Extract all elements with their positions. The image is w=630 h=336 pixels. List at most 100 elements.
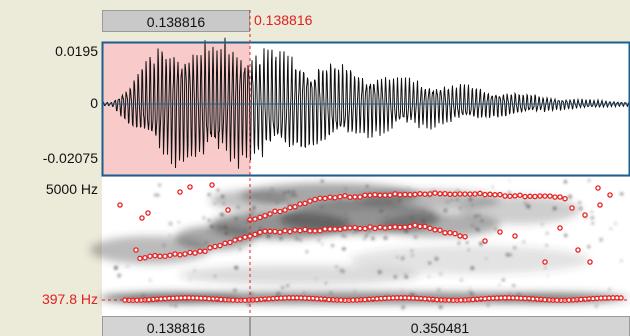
spectral-speckle [470, 224, 475, 228]
formant-point [492, 192, 498, 198]
spectral-speckle [445, 200, 449, 204]
spectral-speckle [401, 305, 406, 310]
formant-point [387, 192, 393, 198]
spectral-speckle [216, 188, 220, 192]
formant-point [618, 295, 624, 301]
formant-point [267, 211, 273, 217]
spectral-speckle [485, 257, 488, 260]
formant-point [282, 227, 288, 234]
formant-point [372, 191, 378, 198]
spectral-speckle [294, 236, 299, 241]
spectral-speckle [486, 303, 490, 307]
formant-point [407, 223, 413, 230]
spectral-speckle [619, 259, 623, 263]
formant-point [117, 202, 123, 208]
formant-point [157, 253, 163, 260]
spectral-speckle [343, 212, 348, 217]
spectral-speckle [564, 233, 568, 238]
formant-point [307, 228, 313, 234]
formant-point [257, 229, 263, 236]
formant-point [192, 250, 198, 256]
spectral-speckle [465, 241, 469, 244]
spectral-speckle [344, 187, 348, 191]
spectral-speckle [407, 186, 409, 188]
spectral-speckle [397, 198, 402, 203]
spectral-speckle [467, 248, 470, 252]
spectral-speckle [217, 198, 221, 202]
spectral-speckle [491, 185, 495, 189]
formant-point [432, 227, 438, 233]
formant-point [292, 227, 298, 233]
formant-point [412, 222, 418, 228]
spectral-speckle [329, 291, 333, 295]
spectral-speckle [295, 218, 298, 221]
selection-duration-box[interactable]: 0.138816 [102, 10, 250, 32]
spectral-speckle [126, 265, 130, 268]
spectral-speckle [428, 261, 432, 265]
formant-point [522, 193, 528, 200]
formant-point [452, 230, 458, 237]
formant-point [347, 194, 353, 201]
formant-point [377, 224, 383, 231]
formant-point [133, 247, 139, 253]
formant-point [397, 192, 403, 198]
formant-point [222, 240, 228, 247]
spectral-speckle [286, 284, 290, 288]
formant-point [607, 192, 613, 198]
spectral-speckle [252, 223, 254, 226]
spectral-speckle [590, 210, 593, 213]
spectral-speckle [459, 278, 464, 282]
spectral-speckle [513, 246, 517, 250]
formant-point [162, 253, 168, 259]
amplitude-zero-label: 0 [90, 95, 98, 111]
spectral-speckle [421, 219, 426, 224]
formant-point [532, 193, 538, 200]
spectral-speckle [345, 218, 348, 221]
formant-point [437, 227, 443, 233]
spectral-speckle [469, 287, 472, 290]
spectral-speckle [316, 238, 321, 243]
spectral-speckle [388, 201, 391, 204]
formant-point [502, 193, 508, 199]
formant-point [497, 191, 503, 198]
spectral-speckle [294, 194, 297, 197]
spectral-speckle [578, 201, 581, 204]
energy-region [210, 190, 290, 210]
formant-point [172, 251, 178, 257]
spectral-speckle [290, 193, 294, 197]
formant-point [547, 193, 553, 199]
formant-point [287, 228, 293, 235]
formant-point [417, 223, 423, 230]
formant-point [482, 238, 488, 244]
bottom-selection-box[interactable]: 0.138816 [102, 316, 250, 336]
formant-point [207, 245, 213, 251]
spectral-speckle [222, 201, 226, 205]
spectral-speckle [177, 221, 180, 224]
bottom-remaining-box[interactable]: 0.350481 [250, 316, 630, 336]
formant-point [232, 237, 238, 243]
spectral-speckle [470, 266, 475, 271]
spectral-speckle [283, 222, 286, 226]
spectral-speckle [473, 214, 478, 219]
formant-point [487, 191, 493, 198]
spectral-speckle [193, 268, 196, 272]
formant-point [267, 228, 273, 235]
spectral-speckle [276, 291, 281, 296]
spectral-speckle [338, 199, 342, 202]
formant-point [317, 195, 323, 201]
spectral-speckle [619, 192, 624, 196]
formant-point [182, 251, 188, 257]
spectral-speckle [587, 245, 591, 249]
spectral-speckle [512, 284, 516, 287]
spectral-speckle [282, 190, 287, 196]
formant-point [497, 229, 503, 235]
spectral-speckle [526, 204, 531, 209]
spectral-speckle [456, 198, 459, 201]
formant-point [587, 259, 593, 265]
spectral-speckle [480, 219, 484, 223]
formant-point [167, 252, 173, 258]
spectral-speckle [591, 222, 595, 225]
spectral-speckle [545, 231, 549, 235]
formant-point [312, 196, 318, 203]
